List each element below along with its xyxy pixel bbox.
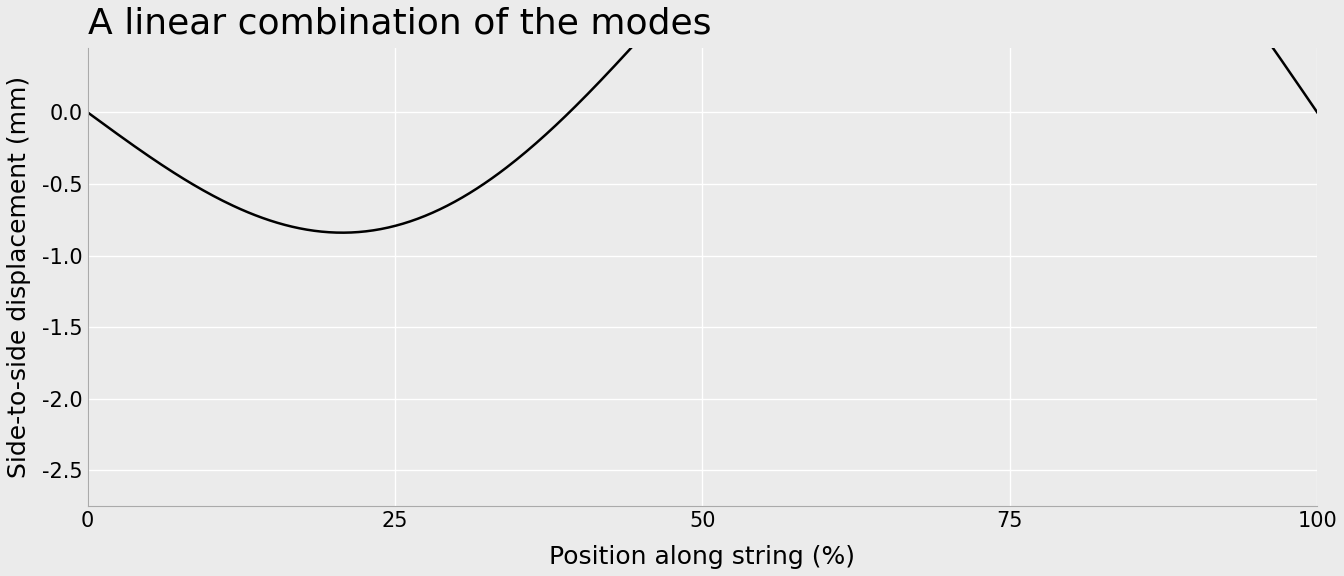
Y-axis label: Side-to-side displacement (mm): Side-to-side displacement (mm) (7, 76, 31, 478)
X-axis label: Position along string (%): Position along string (%) (550, 545, 855, 569)
Text: A linear combination of the modes: A linear combination of the modes (87, 7, 711, 41)
